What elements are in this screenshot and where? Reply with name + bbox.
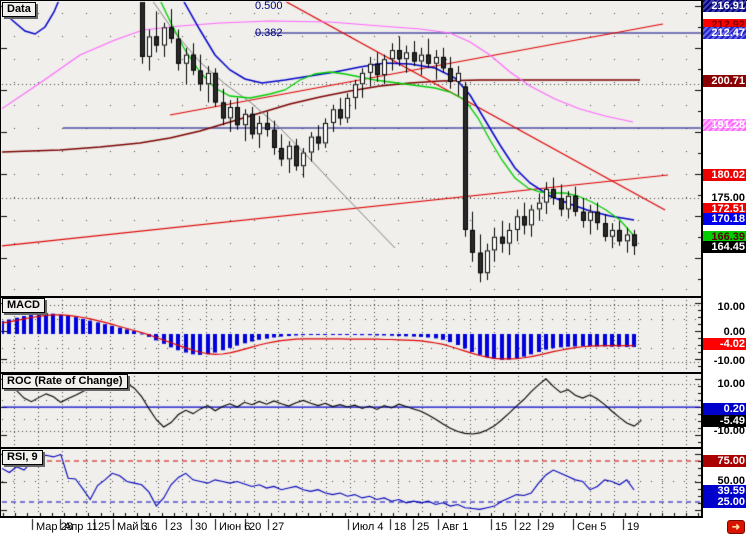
- rsi-axis-label: 25.00: [703, 496, 746, 508]
- price-panel-title-chip[interactable]: Data: [2, 2, 36, 17]
- panel-separator: [0, 296, 703, 298]
- rsi-axis-label: 39.59: [703, 485, 746, 497]
- panel-separator: [0, 516, 703, 518]
- macd-axis-label: 0.00: [723, 326, 745, 338]
- macd-axis-label: -4.02: [703, 338, 746, 350]
- roc-axis-label: -5.49: [703, 415, 746, 427]
- roc-panel-title-chip[interactable]: ROC (Rate of Change): [2, 374, 128, 389]
- price-axis-label: 175.00: [711, 192, 745, 204]
- price-axis-label: 164.45: [703, 241, 746, 253]
- price-axis-label: 200.71: [703, 75, 746, 87]
- price-axis-label: 170.18: [703, 213, 746, 225]
- rsi-axis-label: 75.00: [703, 455, 746, 467]
- price-axis-label: 216.91: [703, 0, 746, 12]
- price-axis-label: 166.39: [703, 231, 746, 243]
- panel-separator: [0, 447, 703, 449]
- price-axis-label: 212.47: [703, 27, 746, 39]
- panel-separator: [0, 372, 703, 374]
- macd-axis-label: -10.00: [713, 355, 745, 367]
- macd-panel-title-chip[interactable]: MACD: [2, 298, 45, 313]
- rsi-panel-title-chip[interactable]: RSI, 9: [2, 450, 43, 465]
- plot-right-border: [701, 0, 703, 518]
- roc-axis-label: 10.00: [717, 378, 745, 390]
- roc-axis-label: 0.20: [703, 403, 746, 415]
- macd-axis-label: 10.00: [717, 301, 745, 313]
- rsi-axis-label: 50.00: [717, 475, 745, 487]
- price-axis-label: 172.51: [703, 203, 746, 215]
- price-axis-label: 191.28: [703, 119, 746, 131]
- price-axis-label: 180.02: [703, 169, 746, 181]
- scroll-right-button[interactable]: ➜: [727, 520, 745, 534]
- roc-axis-label: -10.00: [713, 425, 745, 437]
